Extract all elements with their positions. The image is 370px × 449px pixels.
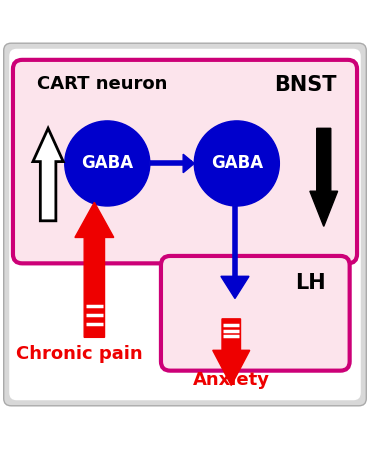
FancyBboxPatch shape	[9, 49, 361, 400]
FancyBboxPatch shape	[161, 256, 350, 371]
Polygon shape	[310, 128, 338, 226]
Text: LH: LH	[295, 273, 326, 293]
Text: Anxiety: Anxiety	[193, 371, 270, 389]
Text: Chronic pain: Chronic pain	[16, 345, 143, 363]
Ellipse shape	[65, 121, 150, 206]
Polygon shape	[183, 154, 194, 173]
FancyBboxPatch shape	[13, 60, 357, 264]
Polygon shape	[213, 319, 250, 385]
Ellipse shape	[194, 121, 279, 206]
Polygon shape	[75, 202, 114, 337]
Text: BNST: BNST	[274, 75, 337, 95]
Text: GABA: GABA	[81, 154, 133, 172]
Text: CART neuron: CART neuron	[37, 75, 167, 92]
Polygon shape	[221, 276, 249, 299]
FancyBboxPatch shape	[4, 43, 366, 406]
Text: GABA: GABA	[211, 154, 263, 172]
Polygon shape	[33, 128, 63, 221]
